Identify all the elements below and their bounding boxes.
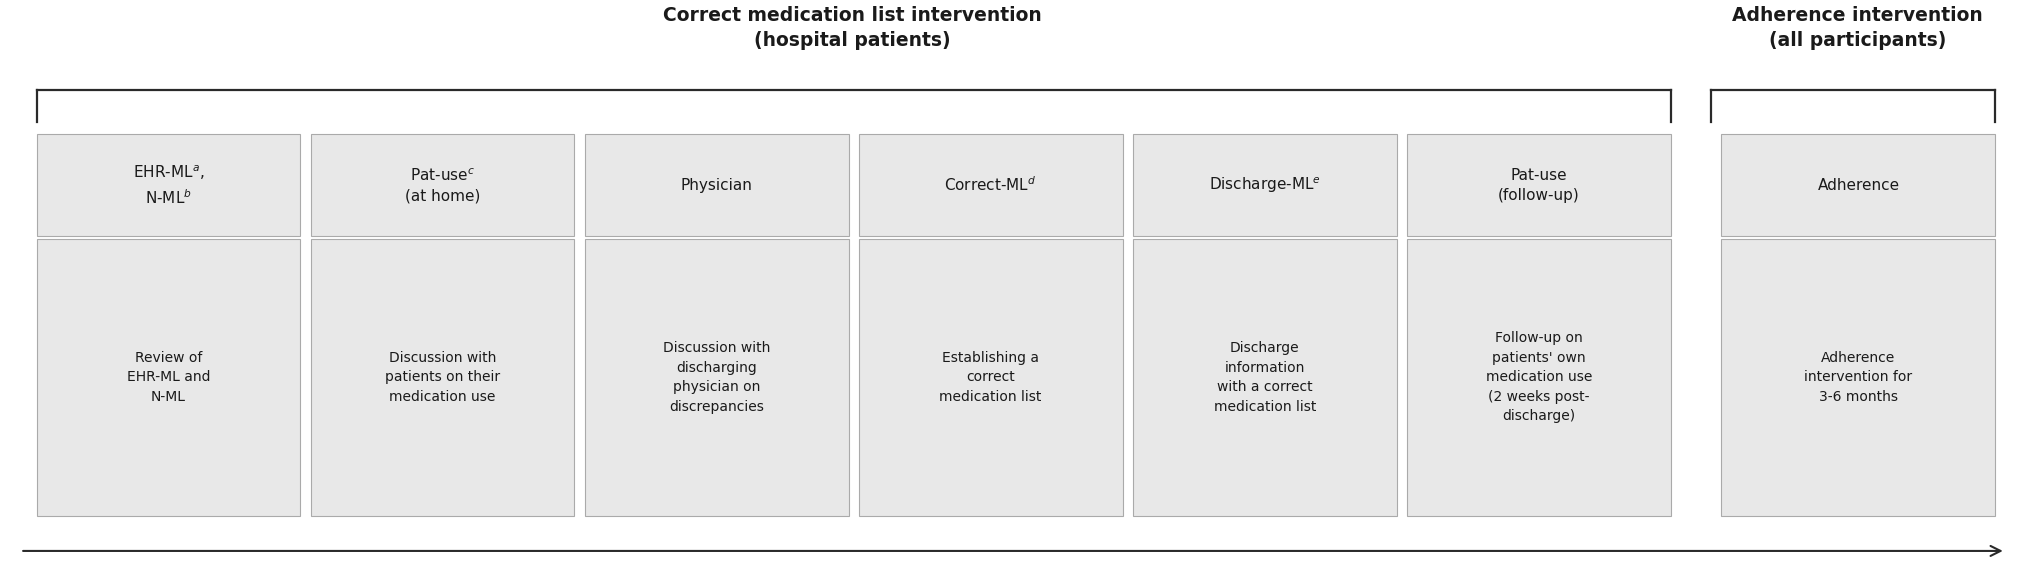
FancyBboxPatch shape [1721, 239, 1995, 516]
Text: Establishing a
correct
medication list: Establishing a correct medication list [940, 351, 1041, 404]
Text: Discussion with
discharging
physician on
discrepancies: Discussion with discharging physician on… [664, 341, 769, 414]
Text: Adherence: Adherence [1817, 178, 1900, 192]
FancyBboxPatch shape [859, 134, 1123, 236]
Text: Adherence intervention
(all participants): Adherence intervention (all participants… [1732, 6, 1983, 50]
FancyBboxPatch shape [1407, 239, 1671, 516]
FancyBboxPatch shape [1721, 134, 1995, 236]
FancyBboxPatch shape [1133, 239, 1397, 516]
Text: Discharge-ML$^e$: Discharge-ML$^e$ [1208, 175, 1322, 195]
Text: Physician: Physician [680, 178, 753, 192]
Text: EHR-ML$^a$,
N-ML$^b$: EHR-ML$^a$, N-ML$^b$ [132, 163, 205, 207]
FancyBboxPatch shape [859, 239, 1123, 516]
FancyBboxPatch shape [585, 239, 849, 516]
Text: Correct-ML$^d$: Correct-ML$^d$ [944, 175, 1037, 195]
Text: Discussion with
patients on their
medication use: Discussion with patients on their medica… [386, 351, 499, 404]
FancyBboxPatch shape [1407, 134, 1671, 236]
FancyBboxPatch shape [37, 134, 300, 236]
FancyBboxPatch shape [311, 239, 574, 516]
FancyBboxPatch shape [311, 134, 574, 236]
Text: Review of
EHR-ML and
N-ML: Review of EHR-ML and N-ML [126, 351, 211, 404]
Text: Adherence
intervention for
3-6 months: Adherence intervention for 3-6 months [1805, 351, 1912, 404]
FancyBboxPatch shape [585, 134, 849, 236]
Text: Follow-up on
patients' own
medication use
(2 weeks post-
discharge): Follow-up on patients' own medication us… [1486, 332, 1592, 423]
Text: Pat-use$^c$
(at home): Pat-use$^c$ (at home) [404, 167, 481, 203]
Text: Pat-use
(follow-up): Pat-use (follow-up) [1498, 168, 1579, 202]
Text: Discharge
information
with a correct
medication list: Discharge information with a correct med… [1214, 341, 1315, 414]
FancyBboxPatch shape [37, 239, 300, 516]
FancyBboxPatch shape [1133, 134, 1397, 236]
Text: Correct medication list intervention
(hospital patients): Correct medication list intervention (ho… [664, 6, 1041, 50]
